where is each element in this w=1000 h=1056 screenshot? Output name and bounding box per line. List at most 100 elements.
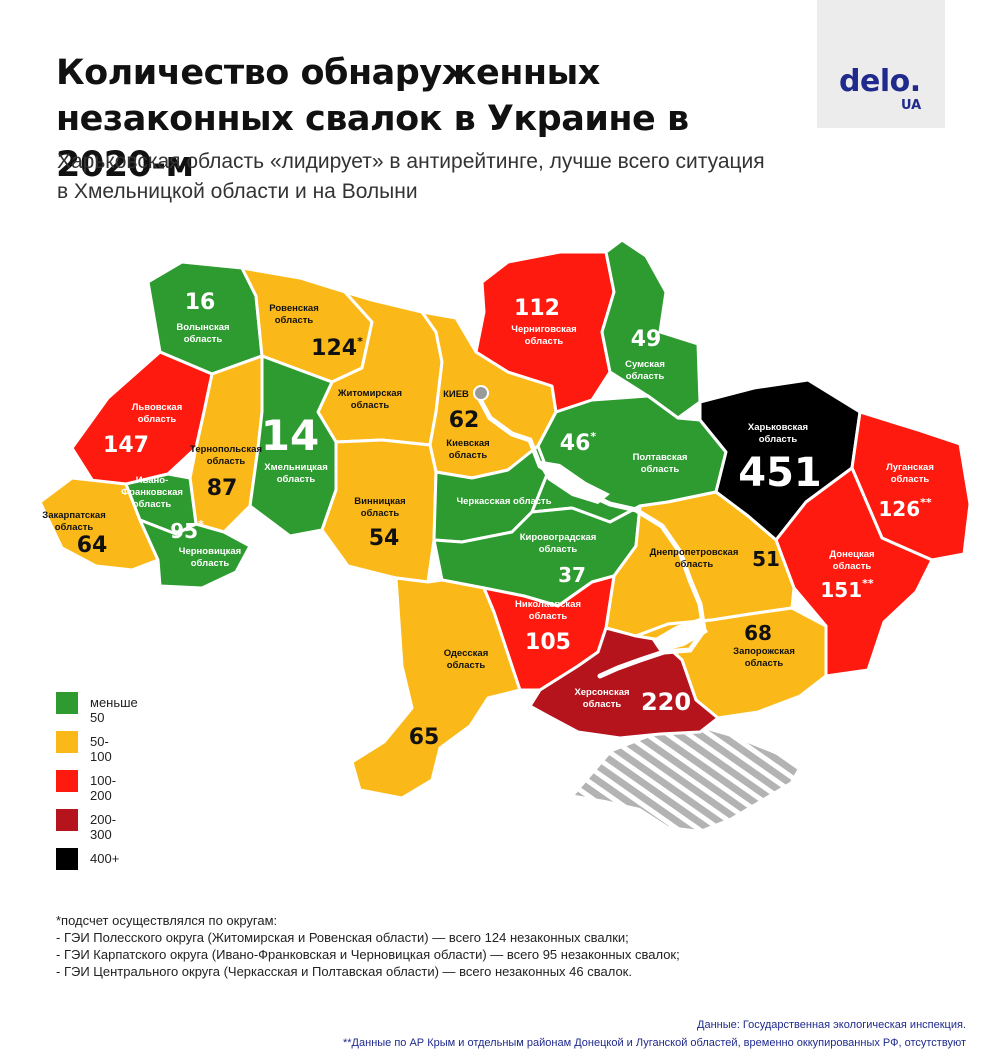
region-value-label: 147: [103, 433, 149, 458]
region-name-label: Винницкая: [354, 496, 405, 507]
footnote-line: - ГЭИ Центрального округа (Черкасская и …: [56, 964, 632, 979]
region-name-label: область: [641, 464, 680, 475]
region-value-label: 37: [558, 563, 586, 587]
region-name-label: Запорожская: [733, 646, 795, 657]
legend-swatch: [56, 809, 78, 831]
footnote-line: - ГЭИ Полесского округа (Житомирская и Р…: [56, 930, 629, 945]
kremenchuk-reservoir: [536, 460, 610, 504]
region-name-label: область: [191, 558, 230, 569]
region-name-label: область: [626, 371, 665, 382]
region-name-label: Луганская: [886, 462, 934, 473]
page-title: Количество обнаруженных незаконных свало…: [56, 50, 796, 188]
region-name-label: Ровенская: [269, 303, 319, 314]
region-name-label: область: [529, 611, 568, 622]
region-name-label: Тернопольская: [190, 444, 262, 455]
region-name-label: Сумская: [625, 359, 665, 370]
region-name-label: Житомирская: [337, 388, 402, 399]
region-name-label: Хмельницкая: [264, 462, 328, 473]
footnote-line: *подсчет осуществлялся по округам:: [56, 913, 278, 928]
crimea-region: [575, 728, 800, 830]
legend-label: 50-100: [90, 734, 112, 764]
legend-label: меньше 50: [90, 695, 138, 725]
page-subtitle: Харьковская область «лидирует» в антирей…: [57, 147, 937, 207]
footnote-line: - ГЭИ Карпатского округа (Ивано-Франковс…: [56, 947, 680, 962]
region-value-label: 65: [409, 725, 440, 750]
region-name-label: Донецкая: [829, 549, 874, 560]
footnote-mark: *: [198, 518, 204, 531]
legend-label: 200-300: [90, 812, 117, 842]
region-name-label: Одесская: [444, 648, 489, 659]
region-name-label: область: [277, 474, 316, 485]
footnote-mark: *: [590, 430, 596, 443]
dnieper-river: [473, 389, 707, 679]
region-name-label: область: [449, 450, 488, 461]
occupied-note: **Данные по АР Крым и отдельным районам …: [342, 1037, 966, 1049]
legend-swatch: [56, 731, 78, 753]
region-value-label: 64: [77, 533, 108, 558]
region-value-label: 62: [449, 408, 480, 433]
region-name-label: Черкасская область: [456, 496, 551, 507]
region-value-label: 14: [261, 411, 319, 460]
region-name-label: Черновицкая: [179, 546, 241, 557]
region-chernihiv: [474, 250, 616, 414]
region-value-label: 87: [207, 476, 238, 501]
region-name-label: Волынская: [176, 322, 229, 333]
region-value-label: 451: [738, 450, 822, 496]
region-name-label: область: [759, 434, 798, 445]
title-line-2: незаконных свалок в Украине в 2020-м: [56, 99, 689, 185]
region-value-label: 124*: [311, 335, 363, 361]
region-name-label: Львовская: [132, 402, 183, 413]
data-source: Данные: Государственная экологическая ин…: [697, 1019, 966, 1031]
region-value-label: 112: [514, 296, 560, 321]
region-value-label: 68: [744, 621, 772, 645]
subtitle-line-2: в Хмельницкой области и на Волыни: [57, 180, 418, 203]
region-name-label: Черниговская: [511, 324, 576, 335]
region-name-label: область: [138, 414, 177, 425]
logo: delo. UA: [817, 0, 945, 128]
region-name-label: область: [351, 400, 390, 411]
region-name-label: область: [675, 559, 714, 570]
region-name-label: область: [447, 660, 486, 671]
region-value-label: 49: [631, 327, 662, 352]
region-name-label: Харьковская: [748, 422, 808, 433]
region-name-label: область: [275, 315, 314, 326]
region-kherson: [528, 626, 720, 740]
region-name-label: область: [745, 658, 784, 669]
region-value-label: 105: [525, 630, 571, 655]
capital-label: КИЕВ: [443, 389, 469, 400]
legend-swatch: [56, 848, 78, 870]
legend-swatch: [56, 692, 78, 714]
region-name-label: область: [583, 699, 622, 710]
kakhovka-reservoir: [652, 618, 708, 652]
subtitle-line-1: Харьковская область «лидирует» в антирей…: [57, 150, 765, 173]
footnote-mark: *: [357, 335, 363, 348]
title-line-1: Количество обнаруженных: [56, 53, 600, 93]
footnotes: *подсчет осуществлялся по округам: - ГЭИ…: [56, 912, 956, 980]
region-name-label: Полтавская: [633, 452, 688, 463]
region-name-label: Закарпатская: [42, 510, 106, 521]
legend-label: 100-200: [90, 773, 117, 803]
region-name-label: Ивано-: [136, 475, 169, 486]
legend-label: 400+: [90, 851, 120, 866]
region-value-label: 46*: [560, 430, 597, 456]
region-name-label: область: [361, 508, 400, 519]
region-value-label: 54: [369, 526, 400, 551]
region-name-label: область: [207, 456, 246, 467]
region-name-label: Киевская: [446, 438, 489, 449]
region-name-label: Днепропетровская: [650, 547, 739, 558]
footnote-mark: **: [862, 577, 874, 590]
logo-sub-text: UA: [901, 98, 922, 113]
region-name-label: область: [891, 474, 930, 485]
region-odesa: [350, 576, 522, 800]
footnote-mark: **: [920, 496, 932, 509]
region-name-label: область: [525, 336, 564, 347]
region-value-label: 220: [641, 688, 691, 716]
region-name-label: область: [133, 499, 172, 510]
region-name-label: область: [833, 561, 872, 572]
legend-swatch: [56, 770, 78, 792]
region-name-label: Херсонская: [574, 687, 629, 698]
logo-main-text: delo.: [839, 64, 921, 99]
region-name-label: Кировоградская: [520, 532, 597, 543]
